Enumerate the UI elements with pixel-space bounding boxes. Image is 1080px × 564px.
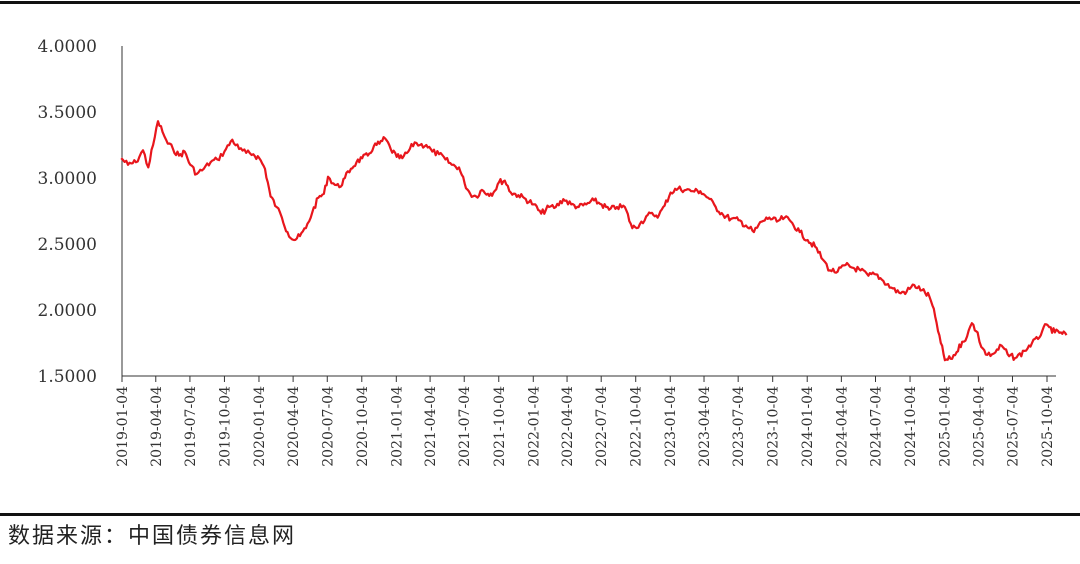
y-tick-label: 2.0000: [38, 301, 97, 321]
x-tick-label: 2024-10-04: [903, 386, 919, 467]
series-line: [120, 120, 1068, 362]
x-tick-label: 2021-01-04: [389, 386, 405, 467]
x-tick-label: 2024-01-04: [800, 386, 816, 467]
y-tick-label: 3.0000: [38, 169, 97, 189]
y-tick-label: 1.5000: [38, 367, 97, 387]
x-tick-label: 2023-04-04: [697, 386, 713, 467]
x-tick-label: 2025-01-04: [938, 386, 954, 467]
x-tick-label: 2023-07-04: [731, 386, 747, 467]
y-tick-label: 2.5000: [38, 235, 97, 255]
x-tick-label: 2021-04-04: [423, 386, 439, 467]
y-tick-label: 3.5000: [38, 103, 97, 123]
x-tick-label: 2019-10-04: [217, 386, 233, 467]
x-tick-label: 2025-10-04: [1040, 386, 1056, 467]
x-tick-label: 2022-07-04: [594, 386, 610, 467]
x-tick-label: 2021-07-04: [457, 386, 473, 467]
x-tick-label: 2021-10-04: [492, 386, 508, 467]
x-tick-label: 2020-10-04: [355, 386, 371, 467]
x-axis: 2019-01-04 2019-04-04 2019-07-04 2019-10-04…: [115, 375, 1056, 467]
x-tick-label: 2022-04-04: [560, 386, 576, 467]
x-tick-label: 2022-01-04: [526, 386, 542, 467]
x-tick-label: 2024-07-04: [869, 386, 885, 467]
x-tick-label: 2019-01-04: [115, 386, 131, 467]
x-tick-label: 2019-07-04: [183, 386, 199, 467]
x-tick-label: 2023-01-04: [663, 386, 679, 467]
x-tick-label: 2020-01-04: [252, 386, 268, 467]
x-tick-label: 2024-04-04: [834, 386, 850, 467]
x-tick-label: 2020-07-04: [320, 386, 336, 467]
x-tick-label: 2025-07-04: [1005, 386, 1021, 467]
y-tick-label: 4.0000: [38, 37, 97, 57]
x-tick-label: 2020-04-04: [286, 386, 302, 467]
x-tick-label: 2019-04-04: [149, 386, 165, 467]
x-tick-label: 2025-04-04: [971, 386, 987, 467]
y-axis: 4.0000 3.5000 3.0000 2.5000 2.0000 1.5000: [38, 37, 123, 387]
plot-area: [120, 120, 1068, 362]
x-tick-label: 2023-10-04: [766, 386, 782, 467]
data-source-note: 数据来源：中国债券信息网: [8, 524, 297, 549]
x-tick-label: 2022-10-04: [629, 386, 645, 467]
